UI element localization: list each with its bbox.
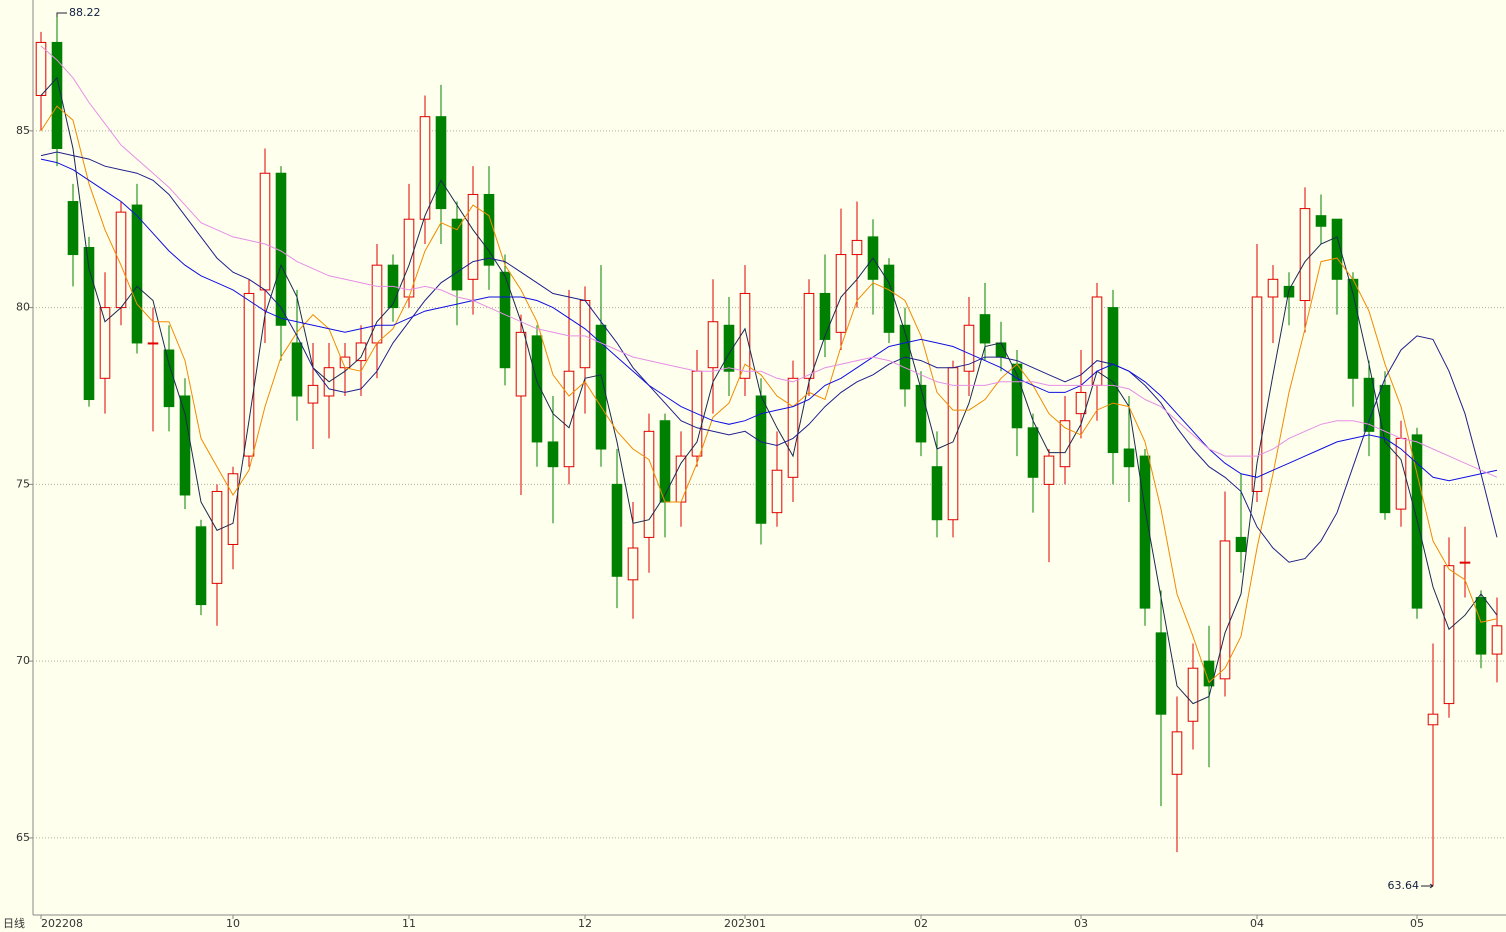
x-tick-label: 03 [1074,917,1088,930]
candle-body [659,420,671,503]
candle-body [1427,713,1439,726]
candle-body [1379,384,1391,514]
x-tick-label: 05 [1410,917,1424,930]
candle-body [515,331,527,397]
period-label: 日线 [3,916,25,930]
candle-body [1267,278,1279,298]
candle-body [483,193,495,266]
candle-body [1235,536,1247,553]
high-label: 88.22 [69,6,101,19]
candle-body [1475,597,1487,655]
candle-body [195,526,207,606]
candle-body [771,469,783,514]
candle-body [1171,731,1183,775]
x-tick-label: 202301 [724,917,766,930]
candle-body [1155,632,1167,715]
candle-body [403,218,415,298]
x-tick-label: 10 [226,917,240,930]
candle-body [1251,296,1263,492]
candle-body [51,41,63,149]
candle-body [1299,208,1311,302]
candle-body [627,547,639,581]
high-arrow [56,12,67,17]
candle-body [1459,561,1471,564]
low-label: 63.64 [1388,879,1420,892]
candle-body [1219,540,1231,680]
candle-body [243,292,255,457]
candle-body [579,300,591,369]
candle-body [835,254,847,333]
candle-body [451,218,463,291]
candle-body [547,441,559,468]
candle-body [1203,660,1215,687]
candle-body [1443,565,1455,705]
candle-body [307,384,319,404]
moving-average-line [40,151,1498,563]
x-tick-label: 11 [402,917,416,930]
y-tick-label: 85 [16,124,30,137]
candle-body [35,41,47,96]
candle-body [963,324,975,372]
candle-body [531,335,543,443]
candle-body [259,172,271,291]
candle-body [115,211,127,309]
candle-body [787,377,799,478]
candle-body [211,490,223,584]
candle-body [1027,427,1039,478]
candle-body [1315,215,1327,227]
candle-body [883,264,895,333]
candle-body [435,116,447,210]
candle-body [979,314,991,344]
candle-body [179,395,191,496]
moving-average-line [40,105,1498,684]
candle-body [803,292,815,379]
candle-body [595,324,607,450]
candle-body [643,430,655,538]
candle-body [371,264,383,344]
y-tick-label: 70 [16,654,30,667]
x-tick-label: 04 [1250,917,1264,930]
low-arrow [1421,883,1434,889]
candle-body [1139,455,1151,609]
candle-body [739,292,751,379]
x-tick-label: 12 [578,917,592,930]
candle-body [419,116,431,220]
y-tick-label: 65 [16,831,30,844]
candle-body [1043,455,1055,485]
candle-body [563,370,575,468]
candle-body [147,342,159,345]
candle-body [1363,377,1375,432]
candle-body [227,473,239,545]
candle-body [1187,667,1199,722]
candle-body [67,201,79,256]
candle-body [355,342,367,362]
x-tick-label: 02 [914,917,928,930]
candle-body [1331,218,1343,280]
candle-body [931,466,943,521]
y-tick-label: 75 [16,477,30,490]
candle-body [1107,307,1119,454]
candle-body [1491,625,1503,655]
candle-body [915,384,927,443]
candle-body [851,239,863,256]
candle-body [83,246,95,401]
moving-average-line [40,45,1498,478]
candle-body [499,271,511,369]
candle-body [1075,391,1087,415]
candle-body [291,342,303,397]
candle-body [163,349,175,408]
candle-body [131,204,143,344]
candle-body [611,483,623,577]
candle-body [723,324,735,372]
candle-body [1123,448,1135,468]
x-tick-label: 202208 [41,917,83,930]
moving-average-line [40,158,1498,482]
candle-body [819,292,831,340]
candle-body [707,321,719,369]
candle-body [99,307,111,379]
y-tick-label: 80 [16,301,30,314]
